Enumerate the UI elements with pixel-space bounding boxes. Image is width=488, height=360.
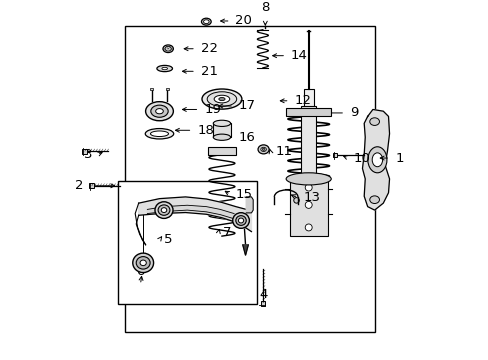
Bar [165,87,168,90]
Text: 22: 22 [201,42,217,55]
Bar [82,149,86,153]
Ellipse shape [369,196,379,203]
Ellipse shape [136,257,150,269]
Bar [150,87,153,90]
Ellipse shape [150,131,168,136]
Bar [260,301,264,306]
Text: 21: 21 [201,65,217,78]
Ellipse shape [145,102,173,121]
Ellipse shape [371,153,382,167]
Bar [89,183,93,188]
Polygon shape [242,245,248,255]
Ellipse shape [260,147,266,152]
Ellipse shape [238,218,243,223]
Ellipse shape [155,202,173,219]
Ellipse shape [367,147,386,173]
Text: 14: 14 [290,49,307,62]
Ellipse shape [202,89,242,109]
Ellipse shape [369,118,379,125]
Text: 18: 18 [197,124,214,137]
Polygon shape [362,109,389,210]
Ellipse shape [133,253,153,273]
Text: 3: 3 [83,148,92,161]
Ellipse shape [145,129,173,139]
Bar [285,108,330,116]
Circle shape [305,184,311,191]
Bar [303,89,313,109]
Polygon shape [147,205,234,219]
Ellipse shape [163,45,173,53]
Ellipse shape [258,145,268,154]
Ellipse shape [207,92,236,106]
Ellipse shape [285,173,330,185]
Ellipse shape [158,205,169,215]
Circle shape [293,198,299,203]
Ellipse shape [262,148,264,150]
Text: 13: 13 [303,192,320,204]
Ellipse shape [213,120,230,126]
Ellipse shape [203,20,209,24]
Text: 19: 19 [204,103,221,116]
Text: 7: 7 [223,226,231,239]
Polygon shape [139,197,251,231]
Bar [118,181,256,304]
Text: 4: 4 [259,288,267,301]
Text: 8: 8 [261,1,269,14]
Ellipse shape [162,67,167,70]
Bar [289,179,327,236]
Bar [207,147,235,154]
Text: 1: 1 [394,152,403,165]
Text: 6: 6 [136,265,144,278]
Bar [332,153,336,157]
Ellipse shape [140,260,146,266]
Ellipse shape [155,109,163,114]
Ellipse shape [157,66,172,72]
Ellipse shape [218,98,224,100]
Text: 15: 15 [235,188,252,201]
Bar [213,123,230,137]
Ellipse shape [232,213,249,228]
Polygon shape [246,197,253,213]
Ellipse shape [165,46,171,51]
Ellipse shape [150,105,168,117]
Circle shape [305,202,311,208]
Text: 2: 2 [75,179,83,192]
Bar [124,26,374,332]
Text: 9: 9 [349,107,358,120]
Text: 11: 11 [275,145,292,158]
Ellipse shape [214,95,229,103]
Ellipse shape [213,134,230,140]
Ellipse shape [201,18,211,25]
Ellipse shape [161,208,166,212]
Text: 5: 5 [164,233,172,246]
Bar [301,106,316,179]
Circle shape [305,224,311,231]
Text: 17: 17 [239,99,255,112]
Text: 16: 16 [239,131,255,144]
Text: 10: 10 [353,152,369,165]
Ellipse shape [235,216,246,225]
Text: 12: 12 [294,94,311,107]
Text: 20: 20 [235,14,252,27]
